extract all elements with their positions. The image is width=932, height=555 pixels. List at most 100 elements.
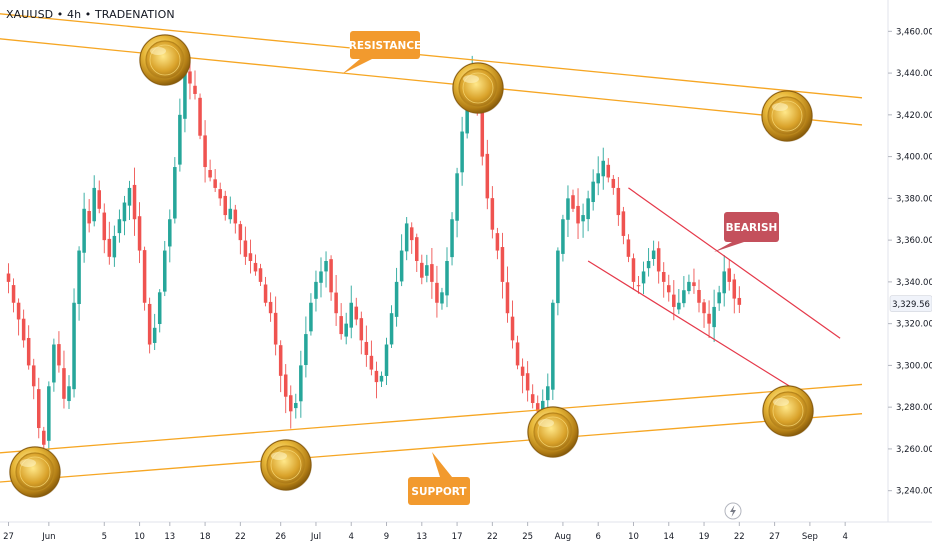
candle [631, 253, 636, 290]
time-axis[interactable]: 27 Jun 5 10 13 18 22 26 Jul 4 9 13 17 22 25 Aug 6 10 14 19 2… [0, 521, 932, 542]
candle [263, 276, 268, 307]
gold-coin-icon [452, 62, 504, 114]
candle [425, 254, 429, 283]
time-tick-label: 25 [522, 532, 533, 542]
time-tick-label: 10 [134, 532, 145, 542]
lightning-icon[interactable] [724, 502, 742, 520]
time-tick-label: 5 [102, 532, 107, 542]
candle [641, 261, 646, 295]
candle [243, 226, 248, 265]
candle [208, 159, 212, 182]
candle [344, 312, 348, 345]
candle [162, 240, 167, 297]
time-tick-label: Aug [555, 532, 572, 542]
time-tick-label: 13 [164, 532, 175, 542]
candle [157, 289, 162, 333]
candle [672, 280, 676, 321]
candle [6, 263, 11, 294]
candle [319, 257, 323, 298]
candle [173, 157, 177, 224]
candle [112, 225, 117, 267]
price-tick-label: 3,260.00 [896, 445, 932, 455]
candle [530, 384, 535, 409]
candle [193, 70, 197, 100]
candle [72, 288, 76, 398]
candle [268, 292, 273, 322]
candle [551, 299, 555, 400]
candle [500, 232, 505, 299]
candle [117, 209, 122, 243]
candle [238, 220, 243, 255]
candle [515, 335, 520, 370]
bearish-channel-lower[interactable] [587, 260, 801, 394]
support-line-upper[interactable] [0, 383, 863, 454]
candle [420, 254, 424, 285]
gold-coin-icon [527, 406, 579, 458]
candle [505, 266, 510, 323]
price-axis[interactable]: 3,240.00 3,260.00 3,280.00 3,300.00 3,320.00… [887, 0, 932, 522]
resistance-line-lower[interactable] [0, 38, 863, 126]
candle [682, 276, 686, 308]
candle [354, 297, 359, 326]
price-tick-label: 3,460.00 [896, 27, 932, 37]
candle [248, 239, 253, 274]
candle [732, 273, 737, 314]
gold-coin-icon [762, 385, 814, 437]
price-tick-label: 3,440.00 [896, 69, 932, 79]
candle [707, 300, 711, 338]
last-price-text: 3,329.56 [892, 300, 930, 310]
candle [606, 158, 611, 183]
candle [435, 265, 439, 318]
candle [57, 331, 61, 373]
candle [62, 350, 66, 409]
resistance-label[interactable]: RESISTANCE [342, 31, 421, 74]
price-tick-label: 3,380.00 [896, 194, 932, 204]
candle [309, 293, 313, 336]
candle [107, 221, 112, 265]
candle [132, 167, 137, 236]
support-line-lower[interactable] [0, 413, 863, 483]
candle [661, 262, 666, 298]
candle [546, 373, 550, 411]
time-tick-label: Jun [41, 532, 55, 542]
candle [178, 98, 182, 172]
candle [137, 202, 142, 264]
time-tick-label: 4 [842, 532, 847, 542]
candle [430, 248, 434, 299]
gold-coin-icon [139, 34, 191, 86]
time-tick-label: Jul [310, 532, 321, 542]
candle [369, 340, 374, 376]
candle [621, 206, 626, 245]
candle [374, 361, 379, 399]
candle [102, 203, 107, 254]
candle [586, 190, 590, 232]
candle [576, 188, 580, 239]
support-label[interactable]: SUPPORT [408, 452, 470, 505]
resistance-line-upper[interactable] [0, 13, 863, 99]
candle [21, 309, 26, 348]
support-label-text: SUPPORT [411, 486, 467, 498]
candle [258, 263, 263, 287]
time-tick-label: 18 [200, 532, 211, 542]
candle [399, 234, 404, 287]
candle [737, 286, 742, 314]
price-tick-label: 3,280.00 [896, 403, 932, 413]
bearish-label[interactable]: BEARISH [714, 212, 779, 252]
last-price-badge: 3,329.56 [889, 295, 932, 312]
candle [601, 147, 606, 190]
candle [440, 287, 444, 310]
time-tick-label: 22 [235, 532, 246, 542]
candle [359, 311, 364, 355]
candle [616, 177, 621, 226]
candle [485, 139, 490, 210]
candle [455, 167, 459, 238]
candle [571, 189, 575, 212]
candle [717, 285, 721, 311]
candle [329, 255, 333, 301]
candle [218, 182, 222, 206]
time-tick-label: 14 [663, 532, 674, 542]
candle [651, 240, 656, 266]
candle [525, 361, 530, 402]
bearish-channel-upper[interactable] [628, 187, 841, 339]
